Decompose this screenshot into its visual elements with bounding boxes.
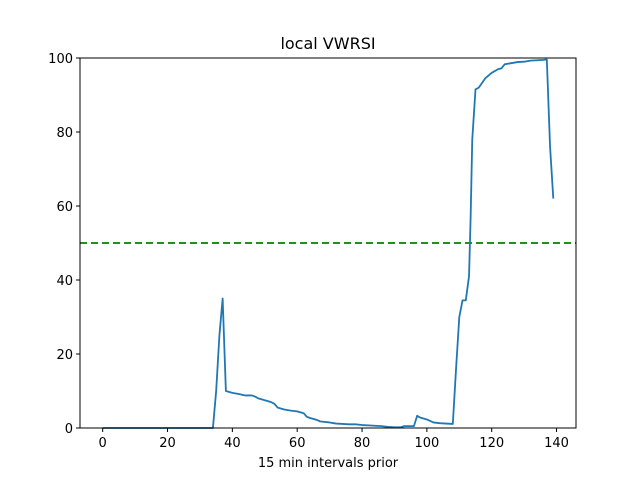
x-tick-label: 120	[479, 436, 504, 451]
x-tick-label: 20	[159, 436, 176, 451]
y-tick-label: 20	[56, 348, 73, 363]
series-line	[102, 58, 555, 429]
series-layer	[102, 58, 555, 429]
x-tick-label: 0	[99, 436, 107, 451]
y-tick-label: 100	[48, 52, 73, 67]
x-axis-label: 15 min intervals prior	[258, 456, 399, 471]
x-tick-label: 100	[414, 436, 439, 451]
x-axis: 0 20 40 60 80 100 120 140	[99, 428, 569, 451]
chart-title: local VWRSI	[280, 34, 375, 53]
x-tick-label: 60	[289, 436, 306, 451]
x-tick-label: 140	[544, 436, 569, 451]
y-tick-label: 80	[56, 126, 73, 141]
x-tick-label: 40	[224, 436, 241, 451]
y-tick-label: 0	[65, 422, 73, 437]
x-tick-label: 80	[354, 436, 371, 451]
plot-frame	[79, 57, 577, 429]
y-tick-label: 60	[56, 200, 73, 215]
y-axis: 0 20 40 60 80 100	[48, 52, 80, 437]
y-tick-label: 40	[56, 274, 73, 289]
